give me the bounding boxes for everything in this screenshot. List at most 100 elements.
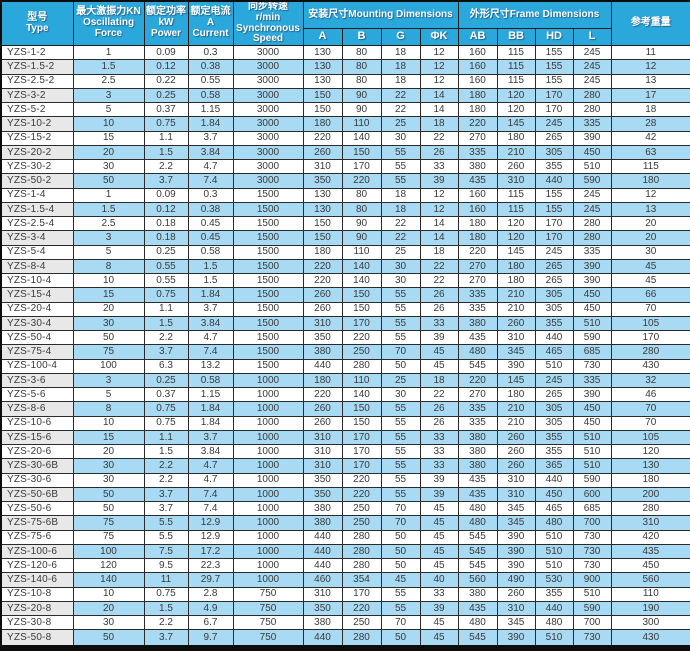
value-cell: 1000 [232, 429, 304, 446]
value-cell: 0.55 [143, 258, 189, 275]
value-cell: 265 [534, 130, 574, 146]
value-cell: 685 [572, 501, 612, 517]
value-cell: 270 [457, 258, 498, 275]
value-cell: 280 [572, 230, 612, 246]
value-cell: 450 [610, 558, 690, 574]
value-cell: 33 [419, 159, 459, 175]
value-cell: 350 [302, 330, 343, 346]
value-cell: 7.4 [187, 173, 234, 189]
value-cell: 1000 [232, 415, 304, 431]
value-cell: 140 [72, 572, 145, 588]
table-header: 型号 Type 最大激振力KN Oscillating Force 额定功率 k… [0, 0, 690, 47]
value-cell: 22 [419, 258, 459, 275]
value-cell: 3 [72, 372, 145, 389]
header-dim-phik: ΦK [419, 28, 459, 47]
value-cell: 200 [610, 486, 690, 503]
value-cell: 3000 [232, 173, 304, 189]
value-cell: 45 [419, 515, 459, 531]
value-cell: 14 [419, 87, 459, 104]
value-cell: 1.5 [143, 144, 189, 161]
value-cell: 18 [419, 116, 459, 132]
value-cell: 1.1 [143, 429, 189, 446]
value-cell: 0.58 [187, 372, 234, 389]
value-cell: 245 [572, 187, 612, 203]
value-cell: 9.5 [143, 558, 189, 574]
value-cell: 1.5 [72, 59, 145, 75]
header-current: 额定电流 A Current [187, 0, 234, 47]
table-row: YZS-3-6 3 0.25 0.58 1000 180 110 25 18 220 145 245 3… [0, 372, 690, 389]
value-cell: 590 [572, 472, 612, 488]
value-cell: 17 [610, 87, 690, 104]
value-cell: 170 [341, 444, 382, 460]
value-cell: 600 [572, 486, 612, 503]
value-cell: 55 [380, 287, 421, 303]
table-row: YZS-50-6B 50 3.7 7.4 1000 350 220 55 39 435 310 450… [0, 486, 690, 503]
value-cell: 280 [341, 543, 382, 560]
header-dim-g: G [380, 28, 421, 47]
value-cell: 0.45 [187, 230, 234, 246]
value-cell: 160 [457, 45, 498, 61]
value-cell: 145 [496, 244, 536, 260]
value-cell: 730 [572, 529, 612, 545]
model-cell: YZS-2.5-4 [0, 216, 74, 232]
model-cell: YZS-15-2 [0, 130, 74, 146]
value-cell: 110 [341, 116, 382, 132]
value-cell: 3.7 [143, 486, 189, 503]
value-cell: 260 [302, 287, 343, 303]
value-cell: 55 [380, 330, 421, 346]
value-cell: 75 [72, 344, 145, 360]
value-cell: 1.84 [187, 415, 234, 431]
value-cell: 55 [380, 444, 421, 460]
value-cell: 40 [419, 572, 459, 588]
header-dim-ab: AB [457, 28, 498, 47]
value-cell: 435 [457, 486, 498, 503]
model-cell: YZS-1.5-2 [0, 59, 74, 75]
value-cell: 260 [302, 144, 343, 161]
value-cell: 180 [457, 230, 498, 246]
value-cell: 260 [496, 458, 536, 474]
table-row: YZS-2.5-2 2.5 0.22 0.55 3000 130 80 18 12 160 115 1… [0, 73, 690, 89]
value-cell: 33 [419, 586, 459, 602]
table-row: YZS-100-6 100 7.5 17.2 1000 440 280 50 45 545 390 5… [0, 543, 690, 560]
value-cell: 110 [341, 244, 382, 260]
value-cell: 480 [457, 344, 498, 360]
value-cell: 130 [302, 59, 343, 75]
table-row: YZS-50-6 50 3.7 7.4 1000 380 250 70 45 480 345 465 6… [0, 501, 690, 517]
value-cell: 20 [610, 216, 690, 232]
value-cell: 5 [72, 102, 145, 118]
value-cell: 180 [496, 273, 536, 289]
value-cell: 480 [457, 515, 498, 531]
value-cell: 11 [610, 45, 690, 61]
value-cell: 155 [534, 201, 574, 218]
value-cell: 20 [610, 230, 690, 246]
value-cell: 55 [380, 144, 421, 161]
value-cell: 50 [380, 529, 421, 545]
value-cell: 150 [341, 144, 382, 161]
header-frame-dimensions: 外形尺寸Frame Dimensions [457, 0, 612, 30]
value-cell: 8 [72, 401, 145, 417]
value-cell: 365 [534, 458, 574, 474]
value-cell: 380 [302, 615, 343, 631]
value-cell: 465 [534, 501, 574, 517]
value-cell: 30 [72, 472, 145, 488]
table-row: YZS-1.5-2 1.5 0.12 0.38 3000 130 80 18 12 160 115 1… [0, 59, 690, 75]
value-cell: 220 [302, 273, 343, 289]
value-cell: 380 [457, 429, 498, 446]
value-cell: 380 [457, 159, 498, 175]
value-cell: 1500 [232, 330, 304, 346]
value-cell: 490 [496, 572, 536, 588]
model-cell: YZS-75-6B [0, 515, 74, 531]
value-cell: 260 [302, 415, 343, 431]
value-cell: 1500 [232, 230, 304, 246]
value-cell: 305 [534, 287, 574, 303]
value-cell: 30 [72, 458, 145, 474]
model-cell: YZS-1.5-4 [0, 201, 74, 218]
value-cell: 510 [572, 458, 612, 474]
table-row: YZS-10-6 10 0.75 1.84 1000 260 150 55 26 335 210 30… [0, 415, 690, 431]
value-cell: 390 [496, 558, 536, 574]
value-cell: 310 [302, 586, 343, 602]
value-cell: 1000 [232, 515, 304, 531]
value-cell: 145 [496, 116, 536, 132]
table-row: YZS-30-8 30 2.2 6.7 750 380 250 70 45 480 345 480 70… [0, 615, 690, 631]
value-cell: 440 [302, 558, 343, 574]
